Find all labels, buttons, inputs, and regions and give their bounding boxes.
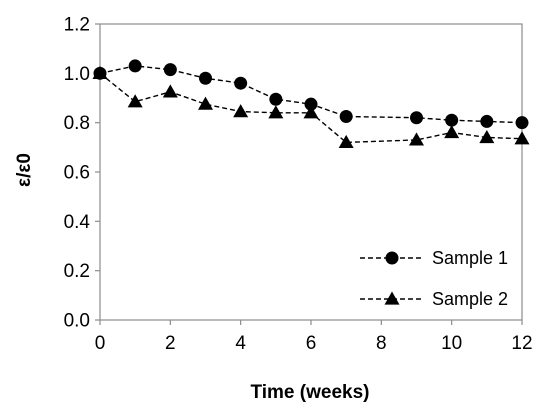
data-point-circle — [199, 71, 212, 85]
data-point-triangle — [268, 105, 284, 119]
data-point-circle — [269, 92, 283, 106]
legend-label: Sample 1 — [432, 248, 508, 268]
data-point-triangle — [162, 84, 178, 98]
data-point-triangle — [444, 125, 460, 139]
y-tick-label: 0.0 — [64, 311, 90, 332]
y-tick-label: 0.6 — [64, 163, 90, 184]
data-point-triangle — [409, 132, 424, 146]
y-tick-label: 1.2 — [64, 15, 90, 36]
legend-marker — [385, 251, 399, 265]
data-point-triangle — [233, 104, 249, 118]
legend-marker — [384, 291, 400, 305]
x-tick-label: 12 — [511, 333, 532, 354]
legend-item-2: Sample 2 — [360, 289, 508, 309]
data-point-triangle — [127, 94, 143, 108]
data-point-triangle — [303, 105, 319, 119]
data-point-circle — [480, 114, 494, 128]
x-tick-label: 0 — [95, 333, 106, 354]
data-point-circle — [445, 113, 459, 127]
legend-item-1: Sample 1 — [360, 248, 508, 268]
series-line — [99, 72, 523, 144]
data-point-triangle — [198, 96, 213, 110]
data-point-circle — [339, 110, 353, 123]
series-1 — [93, 59, 529, 130]
x-tick-label: 6 — [306, 333, 317, 354]
x-tick-label: 10 — [441, 333, 462, 354]
x-tick-label: 2 — [165, 333, 176, 354]
series-layer — [92, 59, 530, 149]
data-point-triangle — [338, 134, 354, 149]
y-axis-ticks: 0.0 0.2 0.4 0.6 0.8 1.0 1.2 — [64, 15, 100, 332]
y-tick-label: 0.8 — [64, 113, 90, 134]
x-tick-label: 4 — [235, 333, 246, 354]
data-point-circle — [304, 97, 318, 111]
data-point-triangle — [514, 131, 530, 145]
x-axis-ticks: 0 2 4 6 8 10 12 — [95, 320, 533, 354]
data-point-triangle — [479, 129, 495, 144]
x-axis-title: Time (weeks) — [251, 382, 370, 403]
y-tick-label: 1.0 — [64, 64, 90, 85]
legend: Sample 1 Sample 2 — [360, 248, 508, 309]
data-point-circle — [234, 76, 248, 90]
y-tick-label: 0.4 — [64, 212, 91, 233]
x-tick-label: 8 — [376, 333, 387, 354]
data-point-triangle — [92, 65, 108, 79]
series-2 — [92, 65, 530, 149]
data-point-circle — [163, 63, 177, 77]
data-point-circle — [410, 111, 423, 125]
data-point-circle — [128, 59, 142, 73]
y-axis-title: ε/ε0 — [14, 153, 35, 187]
legend-label: Sample 2 — [432, 289, 508, 309]
data-point-circle — [515, 116, 529, 130]
y-tick-label: 0.2 — [64, 261, 90, 282]
